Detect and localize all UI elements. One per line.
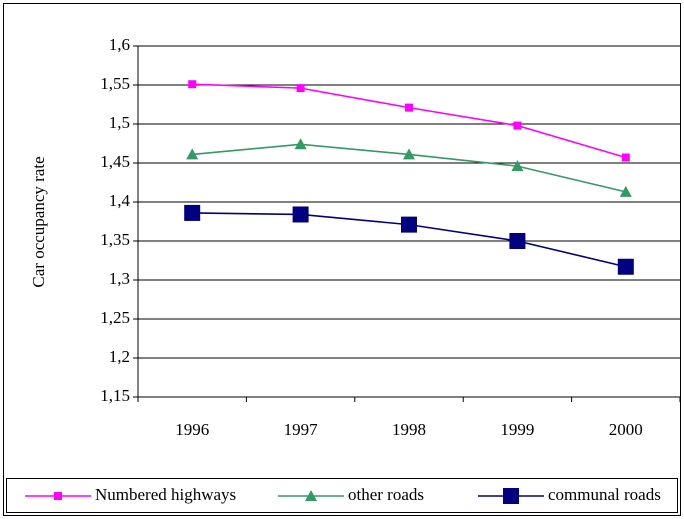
y-tick-label: 1,45 [100,152,130,171]
marker [513,121,522,130]
x-tick-label: 1997 [284,420,319,439]
y-tick-label: 1,4 [109,191,131,210]
marker [401,216,417,233]
y-tick-label: 1,6 [109,35,130,54]
legend-label: communal roads [548,485,661,504]
marker [511,160,524,172]
y-tick-label: 1,35 [100,230,130,249]
y-tick-label: 1,15 [100,386,130,405]
y-tick-label: 1,55 [100,74,130,93]
marker [509,233,526,249]
x-tick-label: 1996 [175,420,209,439]
marker [305,490,317,501]
marker [403,148,415,160]
legend-label: Numbered highways [95,485,236,504]
marker [186,148,199,160]
y-tick-label: 1,3 [109,269,130,288]
marker [619,185,632,197]
x-tick-label: 1998 [392,420,426,439]
y-axis-title: Car occupancy rate [29,156,48,287]
x-tick-label: 1999 [500,420,534,439]
y-tick-label: 1,25 [100,308,130,327]
chart-border [3,3,681,516]
marker [621,153,630,162]
marker [292,206,309,223]
x-tick-label: 2000 [609,420,643,439]
marker [294,138,307,150]
marker [503,488,519,504]
marker [188,80,197,89]
y-tick-label: 1,5 [109,113,130,132]
marker [405,103,413,112]
legend-box [6,478,678,513]
y-tick-label: 1,2 [109,347,130,366]
series-line [192,83,627,159]
marker [617,258,634,275]
legend-label: other roads [348,485,424,504]
marker [54,492,62,500]
marker [184,204,201,221]
marker [296,84,305,93]
